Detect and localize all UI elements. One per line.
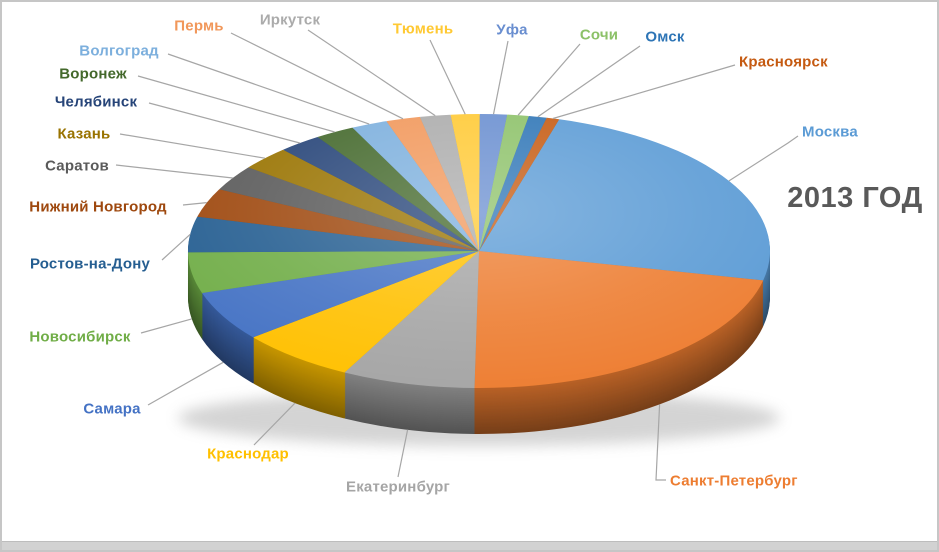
pie-category-label: Иркутск <box>260 12 321 29</box>
leader-line <box>167 53 370 125</box>
leader-line <box>397 429 409 478</box>
leader-line <box>655 404 666 481</box>
leader-line <box>230 32 404 120</box>
leader-line <box>137 75 335 133</box>
pie-category-label: Волгоград <box>79 43 159 60</box>
window-edge <box>2 541 937 550</box>
pie-sheen <box>188 114 770 388</box>
pie-category-label: Тюмень <box>393 21 454 38</box>
pie-category-label: Сочи <box>580 27 618 44</box>
pie-category-label: Екатеринбург <box>346 479 450 496</box>
pie-category-label: Пермь <box>174 18 223 35</box>
leader-line <box>140 318 192 334</box>
pie-category-label: Санкт-Петербург <box>670 473 798 490</box>
pie-category-label: Саратов <box>45 158 109 175</box>
leader-line <box>148 102 300 144</box>
leader-line <box>147 361 224 406</box>
chart-title: 2013 ГОД <box>787 182 923 214</box>
leader-line <box>429 39 466 115</box>
pie-category-label: Ростов-на-Дону <box>30 256 151 273</box>
pie-category-label: Челябинск <box>55 94 138 111</box>
leader-line <box>307 29 436 117</box>
pie-labels: Москва Санкт-Петербург Екатеринбург Краснод… <box>29 12 858 496</box>
leader-line <box>253 402 296 446</box>
pie-category-label: Казань <box>58 126 111 143</box>
pie-category-label: Москва <box>802 124 858 141</box>
leader-line <box>492 40 509 115</box>
pie-category-label: Самара <box>83 401 141 418</box>
leader-line <box>517 43 581 116</box>
leader-lines <box>115 29 799 481</box>
leader-line <box>552 64 736 120</box>
leader-line <box>115 164 233 179</box>
leader-line <box>728 135 799 182</box>
leader-line <box>182 202 207 206</box>
pie-category-label: Краснодар <box>207 446 289 463</box>
leader-line <box>119 133 265 159</box>
pie-category-label: Нижний Новгород <box>29 199 167 216</box>
leader-line <box>161 233 191 261</box>
pie-category-label: Красноярск <box>739 54 828 71</box>
leader-line <box>537 45 641 118</box>
pie-category-label: Воронеж <box>59 66 127 83</box>
pie-category-label: Новосибирск <box>29 329 131 346</box>
pie-category-label: Уфа <box>496 22 528 39</box>
pie-category-label: Омск <box>645 29 685 46</box>
